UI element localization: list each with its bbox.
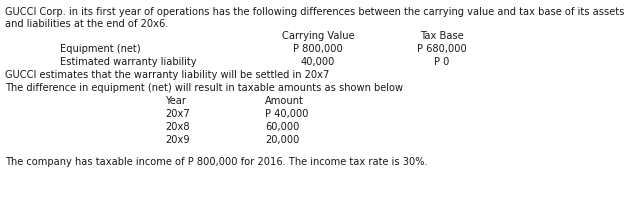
Text: P 800,000: P 800,000 bbox=[293, 44, 343, 54]
Text: 60,000: 60,000 bbox=[265, 121, 300, 131]
Text: Estimated warranty liability: Estimated warranty liability bbox=[60, 57, 197, 67]
Text: The company has taxable income of P 800,000 for 2016. The income tax rate is 30%: The company has taxable income of P 800,… bbox=[5, 156, 427, 166]
Text: Tax Base: Tax Base bbox=[420, 31, 464, 41]
Text: The difference in equipment (net) will result in taxable amounts as shown below: The difference in equipment (net) will r… bbox=[5, 83, 403, 92]
Text: Year: Year bbox=[165, 96, 186, 105]
Text: P 40,000: P 40,000 bbox=[265, 109, 308, 118]
Text: Amount: Amount bbox=[265, 96, 304, 105]
Text: and liabilities at the end of 20x6.: and liabilities at the end of 20x6. bbox=[5, 19, 168, 29]
Text: Equipment (net): Equipment (net) bbox=[60, 44, 140, 54]
Text: P 0: P 0 bbox=[434, 57, 450, 67]
Text: 40,000: 40,000 bbox=[301, 57, 335, 67]
Text: 20x7: 20x7 bbox=[165, 109, 190, 118]
Text: GUCCI estimates that the warranty liability will be settled in 20x7: GUCCI estimates that the warranty liabil… bbox=[5, 70, 329, 80]
Text: 20,000: 20,000 bbox=[265, 134, 300, 144]
Text: Carrying Value: Carrying Value bbox=[281, 31, 354, 41]
Text: GUCCI Corp. in its first year of operations has the following differences betwee: GUCCI Corp. in its first year of operati… bbox=[5, 7, 624, 17]
Text: 20x8: 20x8 bbox=[165, 121, 190, 131]
Text: P 680,000: P 680,000 bbox=[417, 44, 467, 54]
Text: 20x9: 20x9 bbox=[165, 134, 190, 144]
